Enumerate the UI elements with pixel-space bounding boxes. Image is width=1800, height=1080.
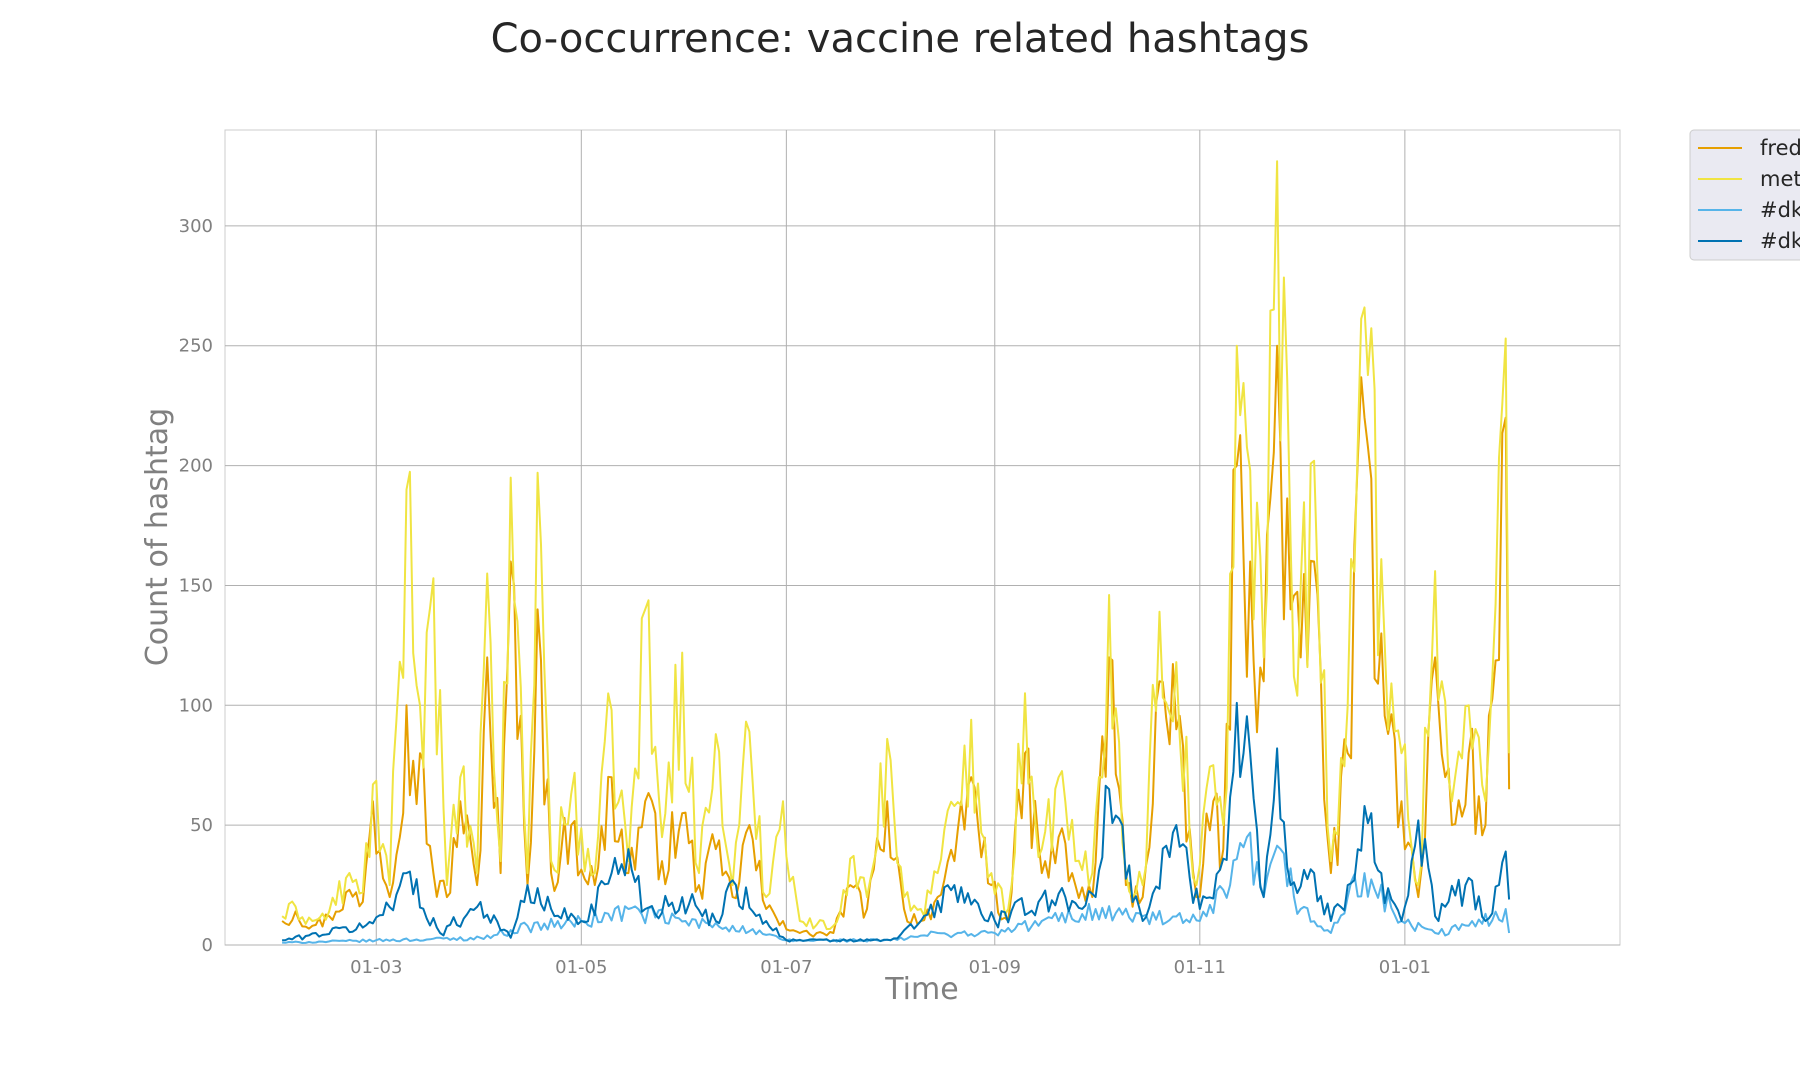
x-tick-labels: 01-03 01-05 01-07 01-09 01-11 01-01 [350,957,1431,978]
x-tick-label: 01-09 [969,957,1021,978]
legend: fred met #dk #dk [1689,129,1800,261]
legend-frame [1689,129,1800,261]
y-tick-label: 200 [179,456,213,477]
series-lines [281,160,1511,944]
y-tick-label: 250 [179,336,213,357]
x-tick-label: 01-11 [1174,957,1226,978]
legend-label: #dk [1760,198,1800,222]
legend-label: met [1760,167,1800,191]
chart-title: Co-occurrence: vaccine related hashtags [491,16,1310,62]
y-tick-labels: 0 50 100 150 200 250 300 [179,216,213,956]
y-tick-label: 50 [190,815,213,836]
x-tick-label: 01-01 [1379,957,1431,978]
legend-label: #dk [1760,229,1800,253]
x-tick-label: 01-03 [350,957,402,978]
series-line [281,160,1511,931]
plot-area [224,129,1621,946]
x-tick-label: 01-07 [760,957,812,978]
x-tick-label: 01-05 [555,957,607,978]
legend-label: fred [1760,136,1800,160]
y-tick-label: 0 [202,935,213,956]
y-tick-label: 100 [179,695,213,716]
y-axis-title: Count of hashtag [140,408,175,666]
y-tick-label: 150 [179,575,213,596]
series-line [281,344,1511,938]
x-axis-title: Time [884,972,958,1007]
y-tick-label: 300 [179,216,213,237]
series-line [282,701,1511,943]
